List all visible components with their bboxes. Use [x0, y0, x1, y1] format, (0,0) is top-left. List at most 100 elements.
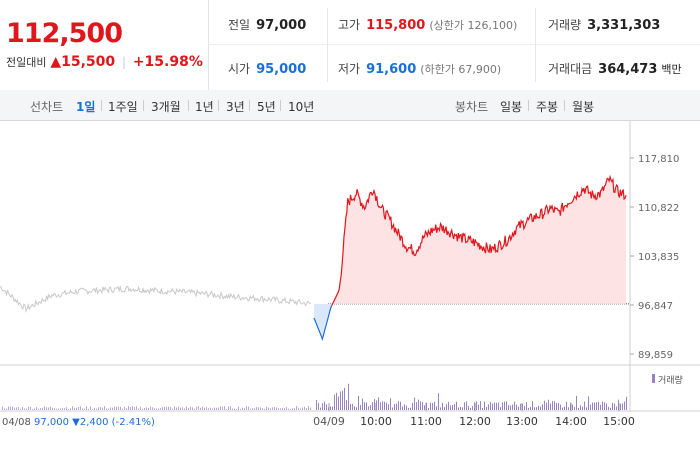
x-tick-label: 11:00 — [410, 415, 442, 428]
volume-bar — [282, 407, 283, 410]
volume-bar — [588, 396, 589, 410]
volume-bar — [178, 406, 179, 410]
volume-bar — [524, 406, 525, 410]
tab-3year[interactable]: 3년 — [226, 100, 245, 114]
tab-1year[interactable]: 1년 — [195, 100, 214, 114]
y-tick-label: 103,835 — [638, 252, 679, 263]
tab-weekly-candle[interactable]: 주봉 — [536, 100, 559, 114]
volume-bar — [230, 406, 231, 410]
volume-bar — [132, 406, 133, 410]
tab-1week[interactable]: 1주일 — [108, 100, 138, 114]
tab-divider — [564, 100, 565, 111]
volume-bar — [616, 406, 617, 410]
volume-bar — [110, 407, 111, 410]
volume-bar — [464, 402, 465, 410]
low-label: 저가 — [338, 62, 361, 76]
volume-bar — [474, 402, 475, 410]
volume-bar — [274, 406, 275, 410]
y-tick-label: 89,859 — [638, 350, 673, 361]
volume-bar — [382, 401, 383, 410]
volume-bar — [164, 406, 165, 410]
volume-bar — [200, 407, 201, 410]
volume-bar — [416, 402, 417, 410]
volume-label: 거래량 — [548, 18, 582, 32]
volume-bar — [488, 404, 489, 410]
low-value: 91,600 — [366, 62, 417, 77]
volume-bar — [238, 406, 239, 410]
volume-bar — [36, 407, 37, 410]
volume-bar — [506, 401, 507, 410]
volume-bar — [446, 404, 447, 410]
series-today-fill — [331, 176, 626, 304]
volume-bar — [344, 387, 345, 410]
volume-bar — [188, 408, 189, 410]
volume-bar — [326, 404, 327, 410]
volume-bar — [358, 395, 359, 410]
tab-3month[interactable]: 3개월 — [151, 100, 181, 114]
prev-close-label: 전일 — [228, 18, 251, 32]
volume-bar — [614, 403, 615, 410]
volume-bar — [360, 404, 361, 410]
info-divider — [208, 44, 700, 45]
series-prev-day — [0, 285, 311, 314]
volume-bar — [70, 408, 71, 410]
volume-bar — [60, 408, 61, 410]
volume-bar — [160, 408, 161, 410]
volume-bar — [386, 402, 387, 410]
volume-bar — [40, 408, 41, 410]
prev-day-caption: 04/08 97,000 ▼2,400 (-2.41%) — [2, 417, 155, 428]
volume-bar — [44, 406, 45, 410]
volume-bar — [476, 401, 477, 410]
volume-bar — [66, 407, 67, 410]
volume-bar — [484, 401, 485, 410]
volume-bar — [180, 407, 181, 410]
volume-bar — [166, 406, 167, 410]
volume-bar — [450, 405, 451, 410]
volume-bar — [94, 407, 95, 410]
volume-bar — [276, 407, 277, 410]
volume-bar — [318, 403, 319, 410]
volume-bar — [478, 404, 479, 410]
volume-bar — [92, 408, 93, 410]
volume-bar — [50, 406, 51, 410]
volume-bar — [626, 396, 627, 410]
volume-bar — [218, 407, 219, 410]
volume-bar — [620, 403, 621, 410]
tab-10year[interactable]: 10년 — [288, 100, 315, 114]
volume-bar — [518, 406, 519, 410]
prev-day-caption-part: 97,000 — [31, 417, 69, 428]
volume-bar — [362, 398, 363, 410]
volume-bar — [38, 408, 39, 410]
tab-daily-candle[interactable]: 일봉 — [500, 100, 523, 114]
change-divider: | — [121, 55, 126, 69]
volume-bar — [14, 407, 15, 410]
volume-bar — [448, 401, 449, 410]
volume-bar — [156, 408, 157, 410]
prev-close-value: 97,000 — [256, 18, 307, 33]
tab-monthly-candle[interactable]: 월봉 — [572, 100, 595, 114]
volume-bar — [22, 406, 23, 410]
x-tick-label: 10:00 — [360, 415, 392, 428]
open: 시가 95,000 — [228, 60, 306, 77]
volume-value: 3,331,303 — [587, 18, 661, 33]
volume-bar — [400, 401, 401, 410]
volume-bar — [208, 408, 209, 410]
volume-bar — [158, 408, 159, 410]
volume-bar — [594, 402, 595, 410]
low: 저가 91,600 (하한가 67,900) — [338, 60, 501, 77]
volume-bar — [100, 407, 101, 410]
volume-bar — [82, 408, 83, 410]
volume-bar — [508, 405, 509, 410]
volume-bar — [170, 406, 171, 410]
open-value: 95,000 — [256, 62, 307, 77]
volume-bar — [504, 401, 505, 410]
volume-bar — [204, 407, 205, 410]
tab-1day[interactable]: 1일 — [76, 100, 96, 114]
volume-bar — [220, 406, 221, 410]
line-chart-label: 선차트 — [30, 100, 64, 114]
volume-bar — [320, 407, 321, 410]
volume-bar — [544, 400, 545, 410]
tab-5year[interactable]: 5년 — [257, 100, 276, 114]
volume-bar — [564, 406, 565, 410]
volume-bar — [424, 405, 425, 410]
